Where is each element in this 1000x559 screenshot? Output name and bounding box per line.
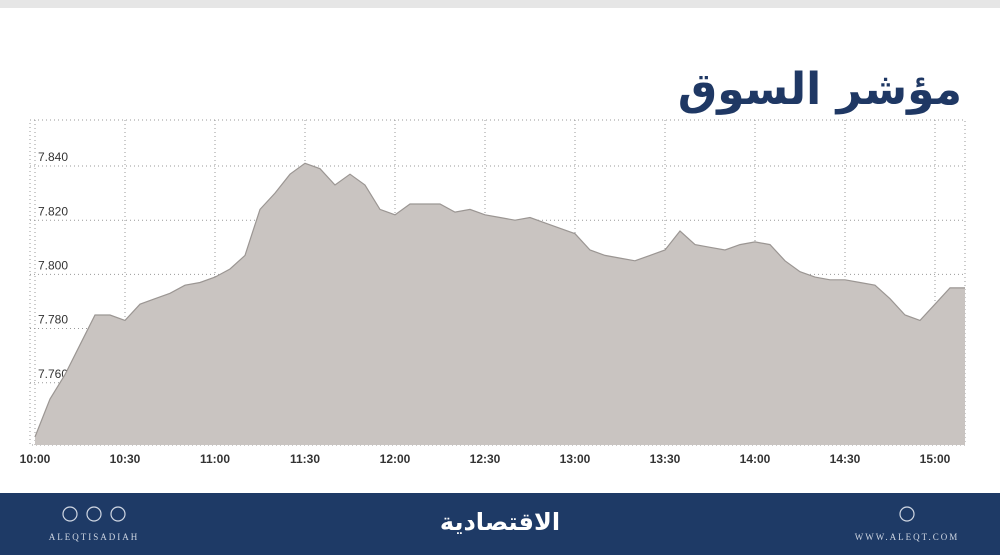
- y-tick-label: 7.760: [38, 367, 68, 381]
- y-tick-label: 7.780: [38, 313, 68, 327]
- footer-website: WWW.ALEQT.COM: [855, 532, 960, 542]
- x-tick-label: 12:00: [380, 452, 411, 466]
- x-tick-label: 12:30: [470, 452, 501, 466]
- x-tick-label: 14:30: [830, 452, 861, 466]
- footer-brand: الاقتصادية: [440, 508, 560, 536]
- y-tick-label: 7.840: [38, 150, 68, 164]
- plot: 7.760 7.780 7.800 7.820 7.840 10:00 10:30 11:00…: [20, 120, 965, 466]
- top-band: [0, 0, 1000, 8]
- footer-band: [0, 493, 1000, 555]
- y-tick-label: 7.820: [38, 204, 68, 218]
- chart-title: مؤشر السوق: [678, 64, 962, 115]
- line: [34, 162, 965, 438]
- x-tick-label: 15:00: [920, 452, 951, 466]
- footer-handle: ALEQTISADIAH: [49, 532, 140, 542]
- x-tick-label: 10:30: [110, 452, 141, 466]
- x-tick-label: 11:30: [290, 452, 320, 466]
- area: [35, 163, 965, 446]
- x-tick-label: 13:00: [560, 452, 591, 466]
- social-icons: [62, 506, 915, 522]
- y-tick-label: 7.800: [38, 259, 68, 273]
- x-tick-label: 13:30: [650, 452, 681, 466]
- x-tick-label: 11:00: [200, 452, 230, 466]
- x-tick-label: 10:00: [20, 452, 51, 466]
- x-tick-label: 14:00: [740, 452, 771, 466]
